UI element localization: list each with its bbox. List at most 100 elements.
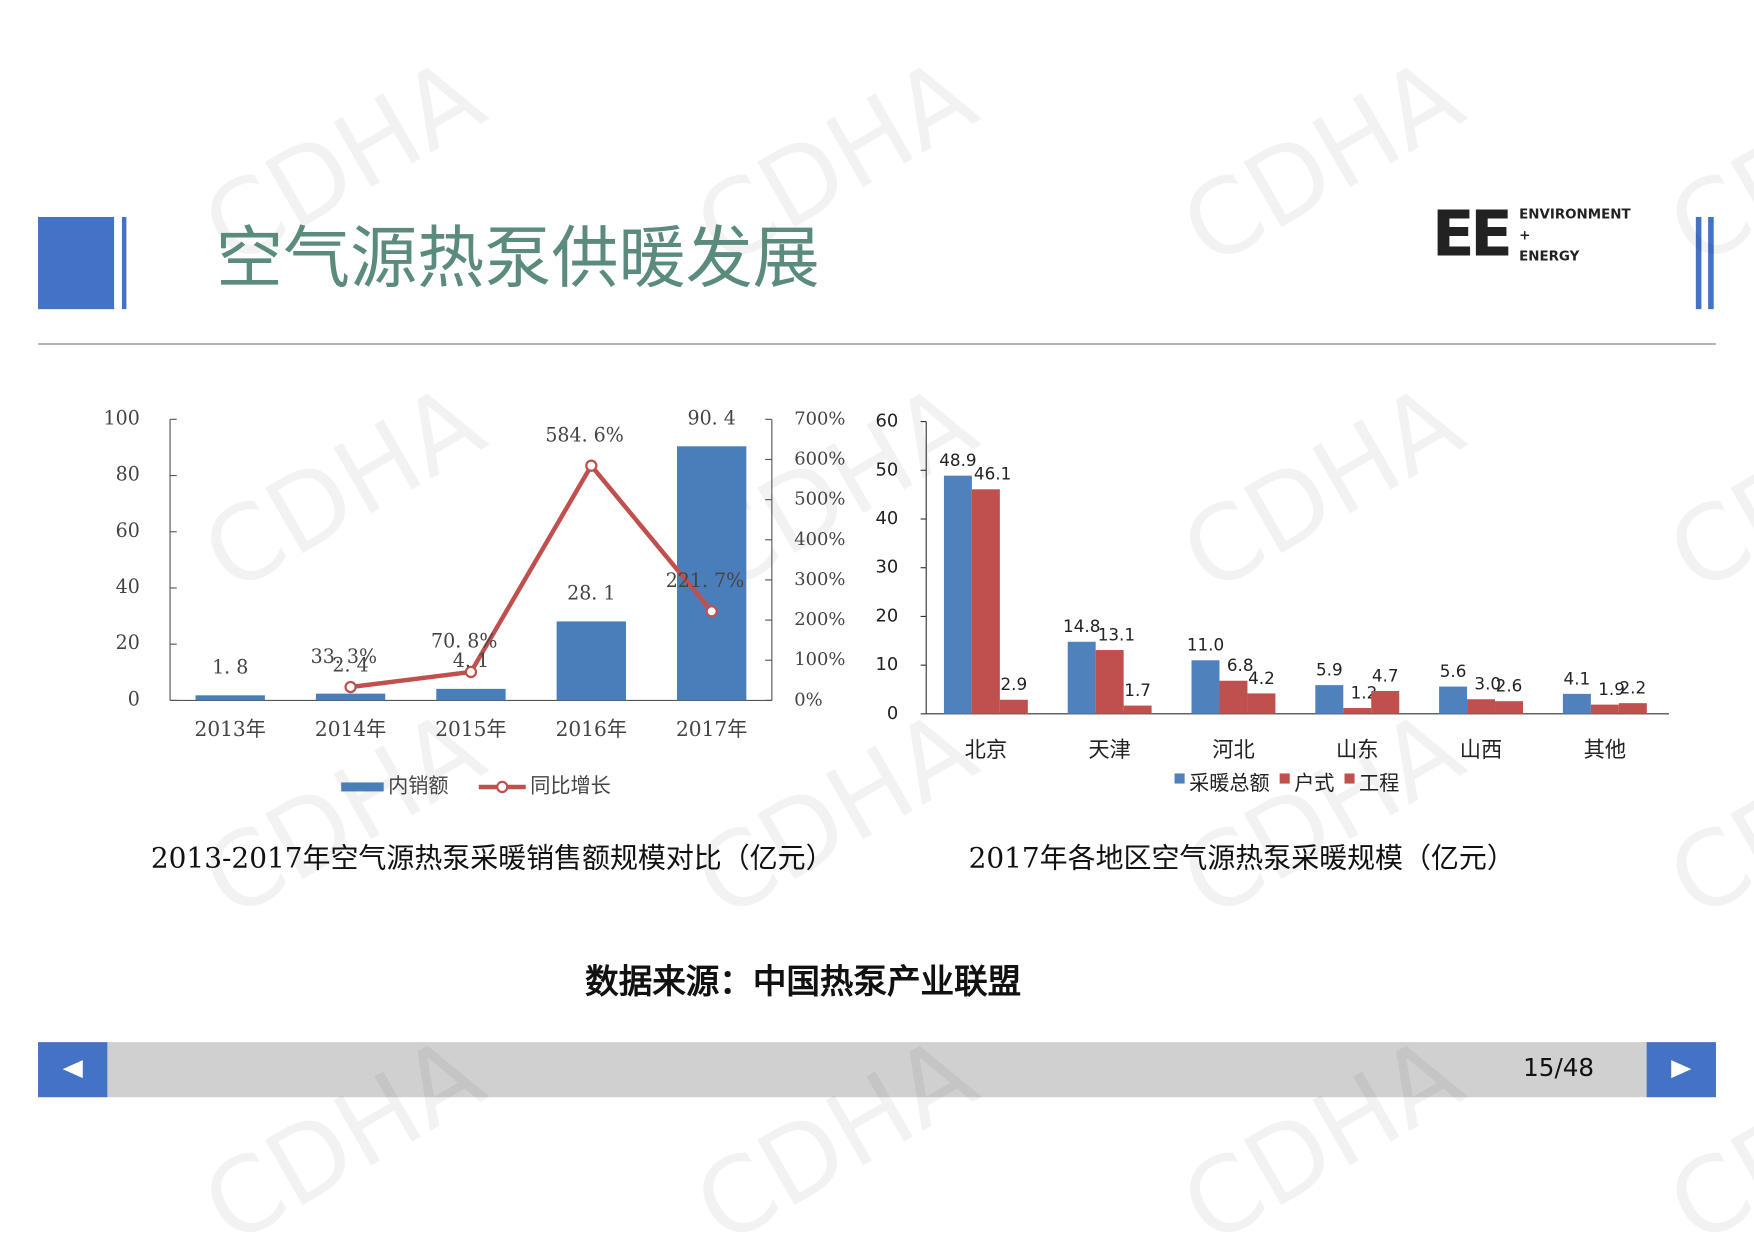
watermark: CDHA	[1649, 362, 1754, 616]
bar	[1618, 703, 1647, 714]
y-tick-label: 60	[875, 411, 898, 432]
watermark: CDHA	[0, 1014, 11, 1240]
y-tick-label: 0	[887, 703, 898, 724]
data-label: 4.7	[1372, 665, 1399, 685]
x-tick-label: 2015年	[435, 717, 506, 741]
data-label: 584. 6%	[545, 424, 623, 446]
y2-tick-label: 500%	[794, 489, 845, 510]
chart-title: 2013-2017年空气源热泵采暖销售额规模对比（亿元）	[151, 841, 834, 874]
watermark: CDHA	[0, 36, 11, 290]
prev-arrow[interactable]	[62, 1060, 83, 1079]
y-tick-label: 40	[875, 508, 898, 529]
x-tick-label: 山西	[1460, 738, 1503, 763]
legend-swatch	[1344, 773, 1355, 784]
x-tick-label: 2016年	[556, 717, 627, 741]
bar	[1495, 701, 1524, 714]
data-label: 2.9	[1001, 674, 1028, 694]
data-label: 4.2	[1248, 668, 1275, 688]
y-tick-label: 10	[875, 654, 898, 675]
bar	[1467, 699, 1496, 714]
data-label: 5.6	[1440, 661, 1467, 681]
line-point	[705, 605, 718, 618]
x-tick-label: 北京	[965, 738, 1008, 763]
watermark: CDHA	[1163, 362, 1482, 616]
watermark: CDHA	[0, 362, 11, 616]
legend-label: 采暖总额	[1189, 771, 1269, 795]
watermark: CDHA	[0, 688, 11, 942]
data-label: 3.0	[1474, 674, 1501, 694]
y-tick-label: 20	[116, 632, 140, 654]
x-tick-label: 2017年	[676, 717, 747, 741]
bar	[1590, 704, 1619, 714]
x-tick-label: 山东	[1336, 738, 1379, 763]
header-bar	[1708, 216, 1714, 310]
data-label: 90. 4	[687, 407, 735, 429]
y2-tick-label: 600%	[794, 448, 845, 469]
chart-title: 2017年各地区空气源热泵采暖规模（亿元）	[969, 841, 1515, 874]
line	[350, 461, 714, 690]
y2-tick-label: 100%	[794, 649, 845, 670]
bar	[1371, 690, 1400, 714]
y-tick-label: 30	[875, 557, 898, 578]
y2-tick-label: 200%	[794, 609, 845, 630]
data-label: 2. 4	[332, 655, 368, 677]
data-label: 1. 8	[212, 656, 248, 678]
data-label: 4. 1	[453, 650, 489, 672]
bar	[1191, 660, 1220, 714]
data-label: 6.8	[1227, 655, 1254, 675]
data-label: 28. 1	[567, 582, 615, 604]
y-tick-label: 80	[116, 464, 140, 486]
bar	[1562, 693, 1591, 714]
legend-label: 同比增长	[530, 773, 610, 797]
bar	[1315, 685, 1344, 714]
header-bar	[1695, 216, 1702, 310]
data-label: 1.7	[1124, 680, 1151, 700]
legend-label: 户式	[1294, 771, 1334, 795]
y-tick-label: 40	[116, 576, 140, 598]
x-tick-label: 其他	[1584, 738, 1627, 763]
bar	[195, 695, 265, 701]
next-arrow[interactable]	[1671, 1060, 1692, 1079]
y-tick-label: 60	[116, 520, 140, 542]
bar	[1095, 650, 1124, 714]
data-label: 13.1	[1098, 624, 1135, 644]
data-label: 33. 3%	[311, 646, 377, 668]
x-tick-label: 2014年	[315, 717, 386, 741]
y-tick-label: 0	[128, 688, 140, 710]
x-tick-label: 天津	[1088, 738, 1131, 763]
data-label: 1.2	[1351, 682, 1378, 702]
data-label: 48.9	[939, 450, 976, 470]
data-label: 221. 7%	[666, 570, 744, 592]
bar	[436, 688, 506, 701]
data-label: 5.9	[1316, 659, 1343, 679]
legend-swatch	[496, 780, 509, 794]
y-tick-label: 50	[875, 459, 898, 480]
data-label: 1.9	[1598, 679, 1625, 699]
logo-mark: EE	[1432, 197, 1509, 270]
data-label: 4.1	[1564, 668, 1591, 688]
line-point	[585, 459, 598, 472]
data-label: 14.8	[1063, 616, 1100, 636]
data-label: 2.6	[1496, 676, 1523, 696]
bar	[999, 699, 1028, 714]
bar	[1247, 693, 1276, 714]
watermark: CDHA	[1649, 36, 1754, 290]
bar	[1219, 680, 1248, 714]
y2-tick-label: 400%	[794, 529, 845, 550]
slide-title: 空气源热泵供暖发展	[216, 220, 820, 298]
data-label: 70. 8%	[431, 631, 497, 653]
bar	[943, 475, 972, 714]
x-tick-label: 河北	[1212, 738, 1255, 763]
legend-label: 内销额	[388, 773, 448, 797]
legend-swatch	[1279, 773, 1290, 784]
header-block	[38, 216, 115, 310]
y2-tick-label: 300%	[794, 569, 845, 590]
y2-tick-label: 700%	[794, 408, 845, 429]
data-label: 11.0	[1187, 635, 1224, 655]
logo-text: +	[1519, 229, 1530, 244]
legend-swatch	[341, 782, 384, 792]
pager-bar	[107, 1042, 1647, 1098]
bar	[971, 489, 1000, 714]
logo-text: ENERGY	[1519, 249, 1580, 264]
